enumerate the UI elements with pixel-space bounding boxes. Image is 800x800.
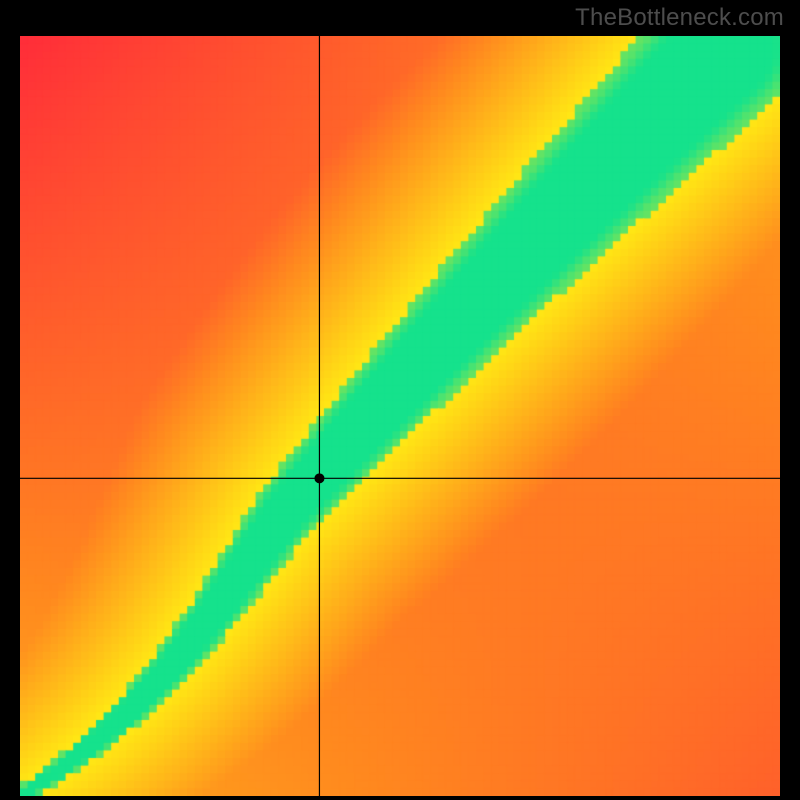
heatmap-canvas xyxy=(20,36,780,796)
watermark-text: TheBottleneck.com xyxy=(575,4,784,32)
heatmap-plot xyxy=(20,36,780,796)
root: TheBottleneck.com xyxy=(0,0,800,800)
